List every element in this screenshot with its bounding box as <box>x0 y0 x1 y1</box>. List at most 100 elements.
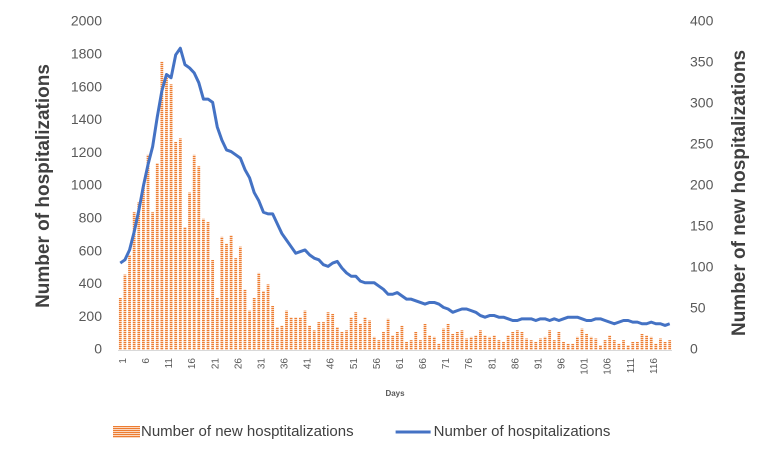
x-tick-label: 16 <box>187 358 198 370</box>
x-tick-label: 66 <box>418 358 429 370</box>
bar <box>215 297 219 350</box>
bar <box>455 331 459 350</box>
bar <box>474 335 478 350</box>
x-tick-label: 61 <box>395 358 406 370</box>
x-tick-label: 116 <box>649 358 660 374</box>
bar <box>594 338 598 350</box>
bar <box>557 331 561 350</box>
bar <box>174 141 178 350</box>
bar <box>326 312 330 350</box>
x-tick-label: 111 <box>626 358 637 374</box>
y-tick-label: 600 <box>79 242 103 258</box>
bar <box>492 335 496 350</box>
bar <box>414 331 418 350</box>
bar <box>603 340 607 350</box>
bar <box>506 335 510 350</box>
bar <box>622 340 625 350</box>
y2-tick-label: 50 <box>690 300 706 316</box>
bar <box>192 154 196 350</box>
bar <box>428 335 432 350</box>
y2-tick-label: 250 <box>690 136 714 152</box>
x-tick-label: 101 <box>580 358 591 375</box>
bar <box>539 338 542 350</box>
y2-tick-label: 400 <box>690 13 714 29</box>
bar <box>335 327 339 350</box>
bar <box>312 330 316 350</box>
bar <box>317 322 321 350</box>
x-tick-label: 56 <box>372 358 383 370</box>
bar <box>280 325 284 350</box>
bar <box>562 341 565 350</box>
bar <box>423 323 427 350</box>
bar <box>322 322 325 350</box>
bar <box>552 340 556 350</box>
bar <box>543 336 547 350</box>
bar <box>234 258 238 350</box>
bar <box>502 341 505 350</box>
bar <box>451 333 455 350</box>
bar <box>225 243 228 350</box>
bar <box>668 340 672 350</box>
bar <box>285 310 288 350</box>
bar <box>483 335 487 350</box>
x-axis-label: Days <box>385 389 405 398</box>
y-tick-label: 0 <box>94 341 102 357</box>
bar <box>303 310 307 350</box>
bar <box>345 330 348 350</box>
bar <box>128 254 131 350</box>
y-tick-label: 1400 <box>71 111 102 127</box>
bar <box>257 272 261 350</box>
bar <box>469 336 473 350</box>
line <box>119 46 671 327</box>
y2-tick-label: 100 <box>690 259 714 275</box>
bar <box>409 340 413 350</box>
bar <box>640 333 644 350</box>
bar <box>405 341 408 350</box>
bar <box>479 330 482 350</box>
bar <box>183 227 187 350</box>
x-tick-label: 26 <box>233 358 244 370</box>
x-tick-label: 86 <box>510 358 521 370</box>
y-tick-label: 1600 <box>71 78 102 94</box>
bar <box>238 246 242 350</box>
y-axis-label: Number of hospitalizations <box>33 64 54 308</box>
bar <box>160 61 164 351</box>
bar <box>248 310 251 350</box>
bar <box>395 331 399 350</box>
bar <box>340 331 344 350</box>
bar <box>589 336 593 350</box>
bar <box>617 343 621 350</box>
bar <box>188 192 191 350</box>
y-tick-label: 200 <box>79 308 103 324</box>
bar <box>349 317 353 350</box>
bar <box>298 317 302 350</box>
y2-tick-label: 200 <box>690 177 714 193</box>
bar <box>151 212 155 350</box>
bar <box>202 218 205 350</box>
y-tick-label: 400 <box>79 275 103 291</box>
bar <box>612 340 616 350</box>
bar <box>497 340 501 350</box>
bar <box>645 335 648 350</box>
bar <box>211 259 215 350</box>
x-tick-label: 76 <box>464 358 475 370</box>
bar <box>635 341 639 350</box>
bar <box>243 289 247 350</box>
bar <box>566 343 570 350</box>
legend-label: Number of new hosptitalizations <box>141 423 354 440</box>
y2-tick-label: 300 <box>690 95 714 111</box>
bar <box>515 330 519 350</box>
x-tick-label: 6 <box>141 358 152 364</box>
bar <box>155 163 159 350</box>
bar <box>386 318 390 350</box>
bar <box>511 331 515 350</box>
bar <box>608 335 612 350</box>
bar <box>220 236 224 350</box>
x-tick-label: 11 <box>164 358 175 369</box>
bar <box>432 336 436 350</box>
bar <box>358 323 362 350</box>
bar <box>442 328 445 350</box>
legend-swatch <box>113 426 140 438</box>
x-tick-label: 71 <box>441 358 452 370</box>
bar <box>289 317 293 350</box>
